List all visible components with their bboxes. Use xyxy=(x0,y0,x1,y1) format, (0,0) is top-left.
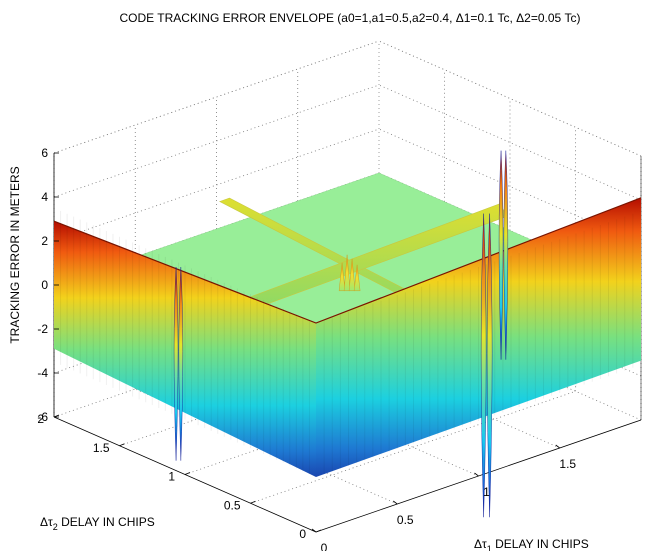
x-tick-label: 0 xyxy=(321,541,328,551)
y-tick-label: 1.5 xyxy=(93,441,110,455)
surface xyxy=(53,150,642,518)
z-tick-label: 4 xyxy=(41,190,48,204)
y-tick-mark xyxy=(184,472,191,475)
surface-wall-top-edge xyxy=(53,197,642,324)
x-tick-mark xyxy=(555,444,560,449)
x-axis-label-prefix: Δτ xyxy=(474,537,487,551)
x-axis-label: Δτ1 DELAY IN CHIPS xyxy=(474,537,589,551)
z-tick-label: -2 xyxy=(37,322,48,336)
x-axis-label-suffix: DELAY IN CHIPS xyxy=(492,537,589,551)
surface-wall-front xyxy=(316,197,641,478)
chart-title: CODE TRACKING ERROR ENVELOPE (a0=1,a1=0.… xyxy=(119,11,580,25)
y-axis-label-sub: 2 xyxy=(53,522,58,532)
z-tick-label: -6 xyxy=(37,410,48,424)
surface-spike-center xyxy=(353,264,361,292)
surface-spike-right xyxy=(498,150,504,360)
y-tick-mark xyxy=(119,443,125,447)
surface-spike-front xyxy=(480,213,487,518)
x-tick-label: 1.5 xyxy=(559,457,576,471)
x-tick-mark xyxy=(474,472,479,477)
z-axis-label: TRACKING ERROR IN METERS xyxy=(8,166,22,343)
z-tick-label: 0 xyxy=(41,278,48,292)
surface-spike-left xyxy=(173,267,179,461)
z-tick-label: -4 xyxy=(37,366,48,380)
y-tick-label: 0.5 xyxy=(224,498,241,512)
z-tick-label: 6 xyxy=(41,146,48,160)
y-tick-label: 0 xyxy=(299,527,306,541)
y-tick-mark xyxy=(250,500,256,504)
x-tick-label: 0.5 xyxy=(397,513,414,527)
x-tick-mark xyxy=(311,528,317,533)
y-tick-mark xyxy=(53,414,60,418)
surface-spike-right xyxy=(503,150,509,360)
surface-wall-left xyxy=(54,221,316,477)
y-tick-mark xyxy=(315,529,322,533)
surface-spike-center xyxy=(338,262,346,292)
y-axis-label: Δτ2 DELAY IN CHIPS xyxy=(40,515,155,532)
x-axis-label-sub: 1 xyxy=(487,544,492,551)
surface-spike-center xyxy=(343,254,351,292)
axis-ticks: 6 4 2 0 -2 -4 -6 0 0.5 1 1.5 0 0.5 1 1.5 2 xyxy=(37,146,576,555)
surface-spike-center xyxy=(348,258,356,292)
x-tick-mark xyxy=(393,500,398,505)
y-tick-label: 2 xyxy=(37,412,44,426)
surface-spike-front xyxy=(486,213,493,518)
y-axis-label-prefix: Δτ xyxy=(40,515,53,529)
z-tick-label: 2 xyxy=(41,234,48,248)
y-tick-label: 1 xyxy=(168,470,175,484)
y-axis-label-suffix: DELAY IN CHIPS xyxy=(58,515,155,529)
x-tick-label: 1 xyxy=(483,485,490,499)
surface-spike-left xyxy=(178,267,184,461)
